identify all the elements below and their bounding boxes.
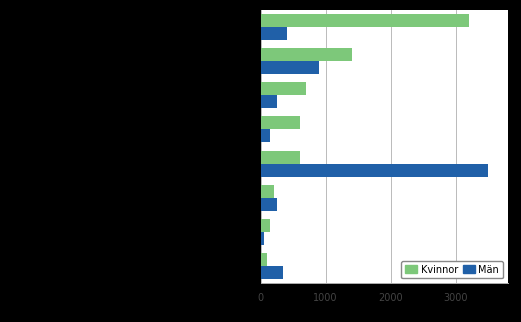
- Bar: [260, 253, 267, 266]
- Bar: [260, 164, 489, 176]
- Bar: [260, 61, 319, 74]
- Bar: [260, 232, 264, 245]
- Bar: [260, 266, 283, 279]
- Bar: [260, 117, 300, 129]
- Bar: [260, 198, 277, 211]
- Bar: [260, 82, 306, 95]
- Legend: Kvinnor, Män: Kvinnor, Män: [401, 261, 503, 279]
- Bar: [260, 27, 287, 40]
- Bar: [260, 48, 352, 61]
- Bar: [260, 151, 300, 164]
- Bar: [260, 95, 277, 108]
- Bar: [260, 129, 270, 142]
- Bar: [260, 219, 270, 232]
- Bar: [260, 185, 274, 198]
- Bar: [260, 14, 469, 27]
